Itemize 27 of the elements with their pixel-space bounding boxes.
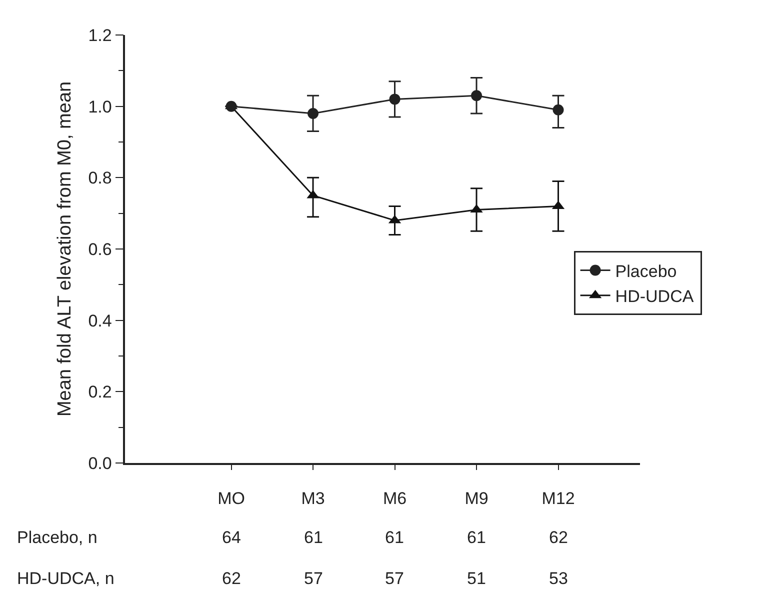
y-axis-title: Mean fold ALT elevation from M0, mean bbox=[54, 81, 76, 417]
y-tick-label: 0.2 bbox=[88, 382, 112, 402]
x-tick-label: M12 bbox=[542, 489, 575, 508]
y-tick-label: 0.4 bbox=[88, 311, 112, 330]
y-tick-label: 1.0 bbox=[88, 97, 112, 116]
y-tick-label: 0.8 bbox=[88, 168, 112, 188]
text: 57 bbox=[385, 569, 404, 588]
text: 61 bbox=[467, 528, 486, 547]
y-tick-label: 0.6 bbox=[88, 240, 112, 259]
text: HD-UDCA, n bbox=[17, 569, 114, 588]
text: 62 bbox=[222, 569, 241, 588]
legend-label: HD-UDCA bbox=[615, 287, 694, 306]
text: 51 bbox=[467, 569, 486, 588]
text: 61 bbox=[385, 528, 404, 547]
x-tick-label: M3 bbox=[301, 489, 325, 508]
y-tick-label: 0.0 bbox=[88, 454, 112, 473]
legend-label: Placebo bbox=[615, 262, 677, 281]
text: 62 bbox=[549, 528, 568, 547]
y-tick-label: 1.2 bbox=[88, 26, 112, 45]
text: Placebo, n bbox=[17, 528, 98, 547]
x-tick-label: M9 bbox=[464, 489, 488, 508]
x-tick-label: MO bbox=[218, 489, 245, 508]
text: 57 bbox=[304, 569, 323, 588]
text: 53 bbox=[549, 569, 568, 588]
x-tick-label: M6 bbox=[382, 489, 407, 508]
text: 64 bbox=[222, 528, 241, 547]
text: 61 bbox=[304, 528, 323, 547]
